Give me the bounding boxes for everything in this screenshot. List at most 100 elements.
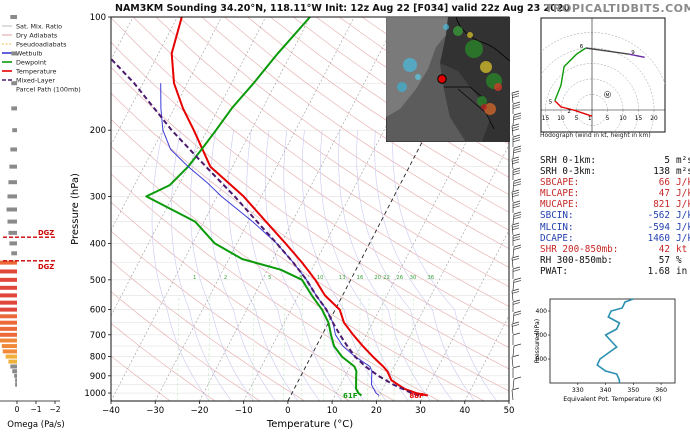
omega-bar: [12, 369, 17, 374]
stat-row: SRH 0-3km: 138 m²s⁻²: [540, 166, 690, 177]
wind-barb-flag: [512, 104, 521, 107]
theta-e-chart: 400 600 800 330 340 350 360 Equivalent Pot. Tem…: [534, 298, 676, 403]
wind-barb-flag: [512, 266, 521, 270]
wind-barb-flag: [511, 227, 520, 231]
mixing-ratio-label: 22: [383, 275, 390, 281]
dry-adiabat: [111, 260, 306, 401]
wind-barb-flag: [513, 343, 522, 347]
wind-barb-flag: [513, 214, 522, 217]
wind-barb: [511, 389, 514, 400]
omega-tick-label: −1: [30, 405, 41, 414]
temperature-line: [170, 17, 429, 397]
wind-barb-flag: [512, 269, 521, 272]
wind-barb-flag: [511, 93, 520, 96]
stat-row: SRH 0-1km: 5 m²s⁻²: [540, 155, 690, 166]
y-tick-label: 500: [90, 276, 106, 286]
legend-label: Sat. Mix. Ratio: [16, 23, 62, 31]
omega-bar: [11, 106, 17, 111]
wind-barb-flag: [511, 189, 520, 193]
stat-label: PWAT:: [540, 265, 568, 277]
stat-value: -562: [647, 210, 670, 222]
x-tick-label: 20: [371, 406, 382, 416]
isotherm: [199, 17, 399, 401]
stat-unit: in: [676, 265, 688, 277]
stat-value: 821: [653, 199, 670, 211]
wind-barb-flag: [513, 112, 522, 116]
dry-adiabat: [270, 17, 509, 178]
dry-adiabat: [111, 322, 216, 401]
wind-barb-flag: [513, 211, 522, 215]
omega-bar: [10, 15, 17, 19]
omega-bar: [6, 207, 18, 212]
radar-echo: [465, 40, 483, 58]
mixing-ratio-line: [207, 295, 211, 401]
hodograph-tick-label: 10: [557, 116, 565, 122]
wind-barb-flag: [513, 145, 522, 149]
wind-barb-flag: [513, 150, 522, 154]
isotherm: [464, 315, 509, 401]
mixing-ratio-line: [393, 295, 396, 401]
wind-barb-flag: [511, 258, 520, 261]
omega-bar: [9, 164, 17, 169]
legend-label: Mixed-Layer: [16, 77, 55, 85]
dry-adiabat: [178, 17, 509, 249]
omega-bar: [2, 349, 17, 354]
stat-value: 5: [664, 155, 670, 166]
y-tick-label: 600: [90, 306, 106, 316]
stat-row: MLCAPE: 47 J/kg: [540, 188, 690, 199]
hodograph-caption: Hodograph (wind in kt, height in km): [540, 132, 651, 139]
stat-label: MUCAPE:: [540, 199, 580, 211]
pseudo-adiabat: [227, 130, 299, 401]
wind-barb-flag: [513, 244, 522, 248]
theta-y-tick-label: 800: [536, 356, 548, 363]
omega-bar: [8, 359, 17, 364]
wind-barb-flag: [513, 310, 522, 314]
hodograph-tick-label: 15: [635, 116, 643, 122]
mixing-ratio-label: 10: [317, 275, 324, 281]
omega-bar: [11, 51, 17, 56]
wind-barb-flag: [511, 291, 520, 294]
radar-echo: [494, 83, 502, 91]
wind-barb-flag: [512, 200, 521, 204]
wind-barb-flag: [511, 225, 520, 228]
dry-adiabat: [111, 230, 350, 401]
dry-adiabat: [111, 201, 395, 401]
brand-logo[interactable]: TROPICALTIDBITS.COM: [545, 2, 690, 15]
page-title: NAM3KM Sounding 34.20°N, 118.11°W Init: …: [115, 3, 570, 14]
mixing-ratio-label: 26: [396, 275, 403, 281]
omega-bar: [15, 378, 17, 383]
omega-panel: DGZ DGZ 0 −1 −2 Omega (Pa/s): [0, 15, 65, 430]
stat-value: 47: [658, 188, 670, 200]
pseudo-adiabat: [301, 130, 387, 401]
wind-barb-flag: [511, 387, 520, 391]
stat-label: RH 300-850mb:: [540, 254, 613, 266]
mixing-ratio-line: [177, 295, 180, 401]
stat-unit: m²s⁻²: [676, 155, 690, 166]
mixing-ratio-line: [322, 295, 326, 401]
stat-value: 66: [658, 177, 670, 189]
wind-barb-flag: [512, 332, 521, 336]
wind-barb-flag: [511, 95, 520, 99]
dry-adiabat: [201, 17, 509, 231]
omega-bar: [8, 180, 17, 185]
omega-bar: [0, 285, 17, 290]
mixing-ratio-line: [340, 295, 343, 401]
wind-barb-flag: [513, 148, 522, 151]
wind-barb-flag: [513, 115, 522, 118]
omega-bar: [0, 307, 18, 312]
dry-adiabat: [111, 41, 509, 328]
isotherm: [111, 17, 222, 231]
stat-row: RH 300-850mb: 57%: [540, 255, 690, 266]
stat-label: SHR 200-850mb:: [540, 243, 619, 255]
stat-value: -594: [647, 221, 670, 233]
wind-barb-flag: [512, 302, 521, 305]
theta-x-tick-label: 340: [600, 387, 612, 394]
wind-barb-flag: [513, 376, 522, 380]
x-tick-label: −10: [235, 406, 253, 416]
omega-bar: [0, 300, 18, 305]
wind-barb-flag: [511, 126, 520, 129]
wind-barb-flag: [511, 161, 520, 165]
wind-barb: [512, 213, 515, 225]
wind-barb: [512, 312, 515, 324]
